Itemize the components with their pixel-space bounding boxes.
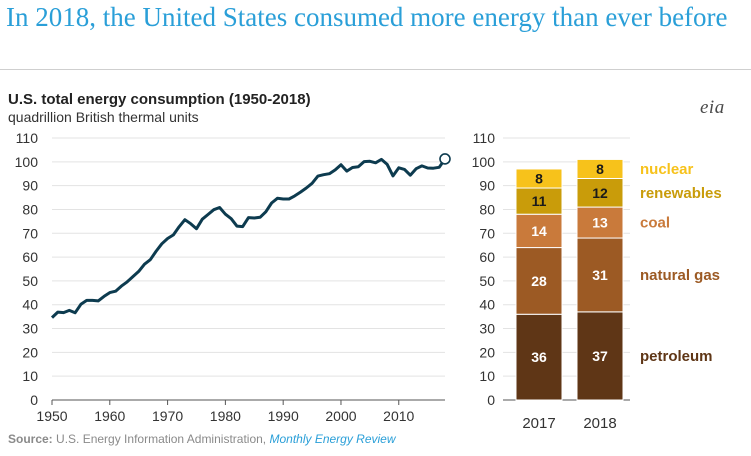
bar-category-label: 2017	[522, 415, 555, 432]
chart-title: U.S. total energy consumption (1950-2018…	[8, 91, 311, 108]
legend-label-coal: coal	[640, 215, 670, 232]
bar-segment-natural-gas-2018	[576, 237, 624, 313]
bar-value-label: 36	[531, 349, 547, 365]
bar-y-tick-label: 50	[479, 273, 495, 289]
legend-label-renewables: renewables	[640, 185, 722, 202]
bar-segment-coal-2017	[515, 213, 563, 249]
line-y-tick-label: 0	[30, 392, 38, 408]
bar-segment-nuclear-2017	[515, 168, 563, 189]
bar-segment-petroleum-2017	[515, 313, 563, 401]
consumption-line	[50, 157, 447, 319]
bar-value-label: 12	[592, 185, 608, 201]
line-x-tick-label: 1970	[152, 408, 183, 424]
bar-value-label: 31	[592, 267, 608, 283]
line-y-tick-label: 110	[16, 130, 39, 146]
source-note: Source: U.S. Energy Information Administ…	[8, 432, 396, 446]
bar-y-tick-label: 0	[487, 392, 495, 408]
bar-y-tick-label: 110	[473, 130, 496, 146]
line-x-tick-label: 1980	[210, 408, 241, 424]
line-y-tick-label: 20	[22, 344, 38, 360]
bar-value-label: 14	[531, 223, 547, 239]
bar-segment-coal-2018	[576, 206, 624, 239]
line-y-tick-label: 40	[22, 297, 38, 313]
bar-value-label: 8	[535, 170, 543, 186]
bar-y-tick-label: 10	[479, 368, 495, 384]
endpoint-marker-2018	[439, 153, 451, 165]
source-agency: U.S. Energy Information Administration,	[56, 432, 267, 446]
bar-segment-natural-gas-2017	[515, 247, 563, 315]
legend-label-nuclear: nuclear	[640, 161, 694, 178]
bar-category-label: 2018	[583, 415, 616, 432]
line-x-tick-label: 2010	[383, 408, 414, 424]
line-y-tick-label: 80	[22, 201, 38, 217]
headline: In 2018, the United States consumed more…	[6, 2, 728, 32]
bar-y-tick-label: 80	[479, 201, 495, 217]
line-y-tick-label: 30	[22, 321, 38, 337]
bar-y-tick-label: 70	[479, 225, 495, 241]
line-y-tick-label: 10	[22, 368, 38, 384]
line-y-tick-label: 60	[22, 249, 38, 265]
line-x-tick-label: 1950	[36, 408, 67, 424]
source-publication-link[interactable]: Monthly Energy Review	[269, 432, 396, 446]
bar-value-label: 28	[531, 273, 547, 289]
bar-value-label: 13	[592, 215, 608, 231]
eia-logo: eia	[700, 97, 725, 118]
bar-y-tick-label: 30	[479, 321, 495, 337]
bar-y-tick-label: 60	[479, 249, 495, 265]
bar-value-label: 37	[592, 348, 608, 364]
bar-segment-renewables-2018	[576, 177, 624, 208]
bar-segment-petroleum-2018	[576, 311, 624, 401]
line-x-tick-label: 2000	[325, 408, 356, 424]
bar-value-label: 11	[532, 193, 547, 209]
bar-y-tick-label: 20	[479, 344, 495, 360]
bar-y-tick-label: 90	[479, 178, 495, 194]
bar-y-tick-label: 100	[472, 154, 496, 170]
legend-label-natural-gas: natural gas	[640, 267, 720, 284]
chart-subtitle: quadrillion British thermal units	[8, 109, 199, 125]
line-x-tick-label: 1990	[268, 408, 299, 424]
bar-y-tick-label: 40	[479, 297, 495, 313]
line-y-tick-label: 50	[22, 273, 38, 289]
line-x-tick-label: 1960	[94, 408, 125, 424]
line-y-tick-label: 90	[22, 178, 38, 194]
legend-label-petroleum: petroleum	[640, 348, 713, 365]
source-label: Source:	[8, 432, 53, 446]
bar-segment-nuclear-2018	[576, 158, 624, 179]
header-divider	[0, 69, 751, 70]
bar-value-label: 8	[596, 161, 604, 177]
line-y-tick-label: 100	[15, 154, 39, 170]
line-y-tick-label: 70	[22, 225, 38, 241]
